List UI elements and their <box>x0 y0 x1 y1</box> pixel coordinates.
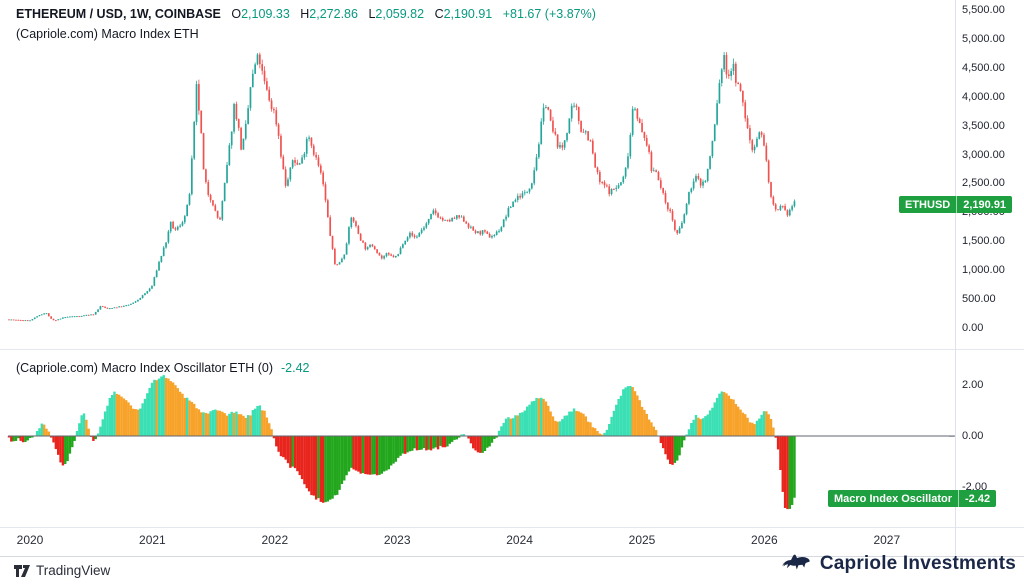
oscillator-axis-label: 0.00 <box>962 430 984 442</box>
price-axis-label: 2,500.00 <box>962 177 1005 190</box>
price-axis-label: 1,000.00 <box>962 264 1005 277</box>
time-axis-label-2023: 2023 <box>383 533 411 547</box>
capriole-brand-label: Capriole Investments <box>819 553 1016 574</box>
time-axis-label-2021: 2021 <box>139 533 166 547</box>
badge-divider <box>957 490 959 507</box>
capriole-horse-logo-icon <box>781 554 810 570</box>
price-axis-separator <box>955 0 956 556</box>
low-label: L <box>368 7 376 21</box>
oscillator-badge-value: -2.42 <box>964 492 991 505</box>
close-value: 2,190.91 <box>443 7 493 21</box>
capriole-brand: Capriole Investments <box>778 549 1016 575</box>
price-axis-label: 3,000.00 <box>962 148 1005 161</box>
price-axis-label: 4,000.00 <box>962 90 1005 103</box>
price-axis-label: 3,500.00 <box>962 119 1005 132</box>
high-label: H <box>300 7 310 21</box>
time-axis-label-2022: 2022 <box>261 533 289 547</box>
macro-index-indicator-legend[interactable]: (Capriole.com) Macro Index ETH <box>16 27 199 41</box>
last-price-badge: ETHUSD 2,190.91 <box>899 196 1013 213</box>
time-axis-label-2027: 2027 <box>873 533 901 547</box>
price-axis-label: 0.00 <box>962 322 984 334</box>
oscillator-axis-label: 2.00 <box>962 379 984 391</box>
zero-tick-mark <box>949 436 954 437</box>
last-price-badge-value: 2,190.91 <box>963 198 1007 211</box>
tradingview-logo-icon <box>14 564 30 577</box>
tradingview-label: TradingView <box>36 563 111 578</box>
pane-separator[interactable] <box>0 349 1024 350</box>
oscillator-legend[interactable]: (Capriole.com) Macro Index Oscillator ET… <box>16 361 310 375</box>
open-value: 2,109.33 <box>241 7 290 21</box>
price-axis-label: 1,500.00 <box>962 235 1005 248</box>
symbol-legend[interactable]: ETHEREUM / USD, 1W, COINBASE O2,109.33 H… <box>16 7 596 22</box>
high-value: 2,272.86 <box>309 7 358 21</box>
price-axis-label: 5,500.00 <box>962 4 1005 16</box>
chart-bottom-border <box>0 556 1024 557</box>
time-axis-label-2025: 2025 <box>628 533 656 547</box>
change-value: +81.67 (+3.87%) <box>502 7 596 21</box>
indicator-title: (Capriole.com) Macro Index ETH <box>16 27 199 41</box>
low-value: 2,059.82 <box>375 7 425 21</box>
time-axis-label-2024: 2024 <box>506 533 533 547</box>
price-axis-label: 500.00 <box>962 293 996 306</box>
oscillator-value-badge: Macro Index Oscillator -2.42 <box>828 490 997 507</box>
oscillator-value: -2.42 <box>281 361 310 375</box>
oscillator-title: (Capriole.com) Macro Index Oscillator ET… <box>16 361 274 375</box>
symbol-title[interactable]: ETHEREUM / USD, 1W, COINBASE <box>16 7 221 21</box>
tradingview-attribution[interactable]: TradingView <box>14 563 110 578</box>
macro-index-oscillator-pane[interactable] <box>0 350 1024 556</box>
badge-divider <box>956 196 958 213</box>
time-axis-label-2026: 2026 <box>751 533 778 547</box>
close-label: C <box>434 7 444 21</box>
price-axis-label: 5,000.00 <box>962 32 1005 45</box>
price-axis-label: 4,500.00 <box>962 61 1005 74</box>
open-label: O <box>231 7 242 21</box>
time-axis-separator <box>0 527 1024 528</box>
last-price-badge-symbol: ETHUSD <box>905 198 951 211</box>
price-candlestick-pane[interactable] <box>0 0 1024 350</box>
time-axis-label-2020: 2020 <box>16 533 44 547</box>
oscillator-badge-label: Macro Index Oscillator <box>834 492 952 505</box>
